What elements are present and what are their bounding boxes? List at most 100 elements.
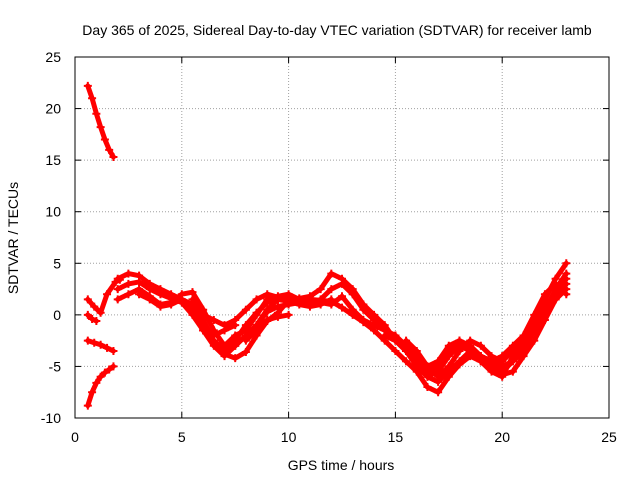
data-point [88, 314, 97, 323]
data-point [305, 302, 314, 311]
data-point [284, 296, 293, 305]
data-point [113, 285, 122, 294]
data-point [455, 346, 464, 355]
data-point [402, 346, 411, 355]
data-point [402, 336, 411, 345]
data-point [252, 295, 261, 304]
data-point [124, 290, 133, 299]
data-point [231, 341, 240, 350]
data-point [273, 308, 282, 317]
data-point [338, 274, 346, 283]
data-point [90, 338, 99, 347]
data-point [113, 295, 122, 304]
y-tick-label: -10 [41, 410, 61, 426]
data-point [109, 153, 118, 162]
series-prn-a [83, 81, 118, 162]
data-point [423, 362, 432, 371]
data-point [83, 310, 92, 319]
data-point [530, 321, 539, 330]
data-point [391, 336, 400, 345]
data-point [423, 372, 432, 381]
data-point [487, 367, 496, 376]
data-point [327, 285, 336, 294]
data-point [263, 305, 272, 314]
series-line [200, 322, 238, 338]
data-point [83, 401, 92, 410]
x-tick-label: 15 [388, 429, 404, 445]
data-point [263, 290, 272, 299]
data-point [177, 295, 186, 304]
data-point [444, 372, 453, 381]
data-point [498, 367, 507, 376]
data-point [466, 346, 475, 355]
data-point [562, 285, 571, 294]
data-point [199, 316, 208, 325]
data-point [263, 317, 272, 326]
data-point [338, 303, 346, 312]
data-point [519, 336, 528, 345]
x-tick-label: 25 [601, 429, 617, 445]
data-point [540, 290, 549, 299]
data-point [231, 354, 240, 363]
data-point [508, 346, 517, 355]
data-point [109, 362, 118, 371]
data-point [188, 310, 197, 319]
series-prn-e [83, 310, 101, 326]
data-point [96, 308, 105, 317]
data-point [370, 326, 379, 335]
data-point [359, 300, 368, 309]
data-point [562, 259, 571, 268]
data-point [551, 290, 560, 299]
data-point [562, 274, 571, 283]
data-point [455, 360, 464, 369]
data-point [231, 331, 240, 340]
data-point [327, 295, 336, 304]
data-point [88, 94, 97, 103]
data-point [188, 295, 197, 304]
data-point [103, 290, 112, 299]
data-point [412, 357, 421, 366]
series-prn-c [83, 336, 118, 355]
y-tick-label: -5 [49, 358, 62, 374]
data-point [220, 350, 229, 359]
data-point [241, 336, 250, 345]
data-point [241, 305, 250, 314]
axis-ticks: 0 5 10 15 20 25 -10 -5 0 5 10 15 20 25 [41, 49, 617, 445]
data-point [96, 372, 105, 381]
data-point [327, 269, 336, 278]
data-point [487, 360, 496, 369]
data-point [105, 365, 114, 374]
data-point [92, 317, 101, 326]
x-tick-label: 20 [494, 429, 510, 445]
series-prn-m [220, 296, 293, 363]
data-point [466, 336, 475, 345]
data-point [135, 277, 144, 286]
data-point [145, 295, 154, 304]
data-point [124, 279, 133, 288]
grid [75, 57, 609, 418]
y-tick-label: 0 [53, 307, 61, 323]
data-point [145, 285, 154, 294]
data-point [83, 81, 92, 90]
data-point [100, 368, 109, 377]
data-point [540, 305, 549, 314]
series-line [382, 286, 569, 380]
data-point [90, 302, 99, 311]
data-point [498, 357, 507, 366]
data-point [231, 321, 240, 330]
data-point [88, 388, 97, 397]
data-point [519, 352, 528, 361]
data-point [444, 362, 453, 371]
y-tick-label: 15 [45, 152, 61, 168]
data-point [338, 292, 346, 301]
data-point [487, 352, 496, 361]
data-point [124, 269, 133, 278]
data-point [391, 346, 400, 355]
data-point [241, 347, 250, 356]
x-axis-label: GPS time / hours [288, 457, 395, 473]
y-tick-label: 20 [45, 101, 61, 117]
chart-title: Day 365 of 2025, Sidereal Day-to-day VTE… [82, 22, 592, 38]
data-point [402, 357, 411, 366]
data-point [113, 274, 122, 283]
